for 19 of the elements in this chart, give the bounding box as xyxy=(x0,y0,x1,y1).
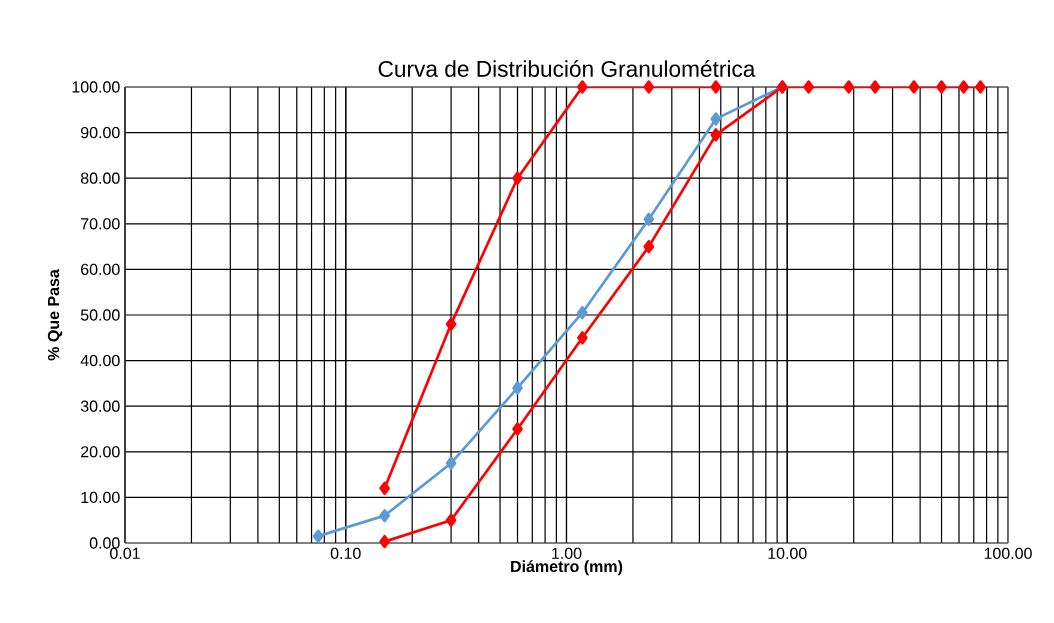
y-tick-label: 10.00 xyxy=(81,491,120,504)
y-tick-label: 20.00 xyxy=(81,446,120,458)
x-tick-label: 0.10 xyxy=(330,547,361,560)
y-tick-label: 60.00 xyxy=(81,263,120,276)
y-tick-label: 70.00 xyxy=(81,218,120,230)
x-tick-label: 100.00 xyxy=(984,547,1032,560)
y-tick-label: 30.00 xyxy=(80,400,120,412)
y-axis-title: % Que Pasa xyxy=(47,269,63,361)
y-tick-label: 80.00 xyxy=(80,172,120,184)
x-tick-label: 0.01 xyxy=(110,547,140,560)
x-tick-label: 1.00 xyxy=(552,547,582,560)
x-axis-title: Diámetro (mm) xyxy=(511,560,623,576)
y-tick-label: 0.00 xyxy=(89,537,120,549)
y-tick-label: 50.00 xyxy=(80,309,120,321)
y-tick-label: 90.00 xyxy=(81,126,120,139)
y-tick-label: 40.00 xyxy=(80,354,120,367)
x-tick-label: 10.00 xyxy=(768,547,807,560)
y-tick-label: 100.00 xyxy=(72,81,120,93)
chart-title: Curva de Distribución Granulométrica xyxy=(378,60,756,77)
